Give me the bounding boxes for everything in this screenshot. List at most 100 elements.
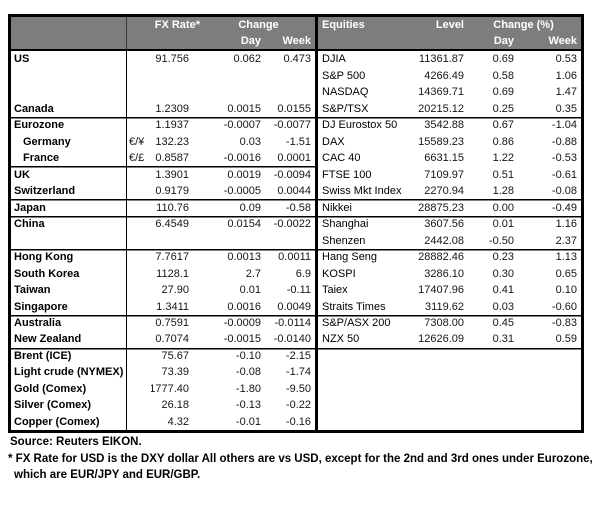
eq-cell-label: DJIA [322, 53, 346, 66]
fx-cell-rate: 1.2309 [155, 102, 189, 115]
fx-table-row: Australia 0.7591 -0.0009 -0.0114 [11, 314, 315, 332]
market-summary-table: FX Rate* Change Day Week US 91.756 0.062 0.… [8, 14, 584, 433]
fx-cell-day [191, 232, 263, 248]
fx-cell-label: Japan [11, 199, 127, 216]
eq-cell-level: 28882.46 [418, 251, 464, 264]
eq-table-row [318, 397, 581, 413]
fx-table-row: France €/£ 0.8587 -0.0016 0.0001 [11, 149, 315, 167]
fx-cell-week [263, 67, 315, 83]
eq-cell-label: FTSE 100 [322, 168, 372, 181]
fx-cell-label [11, 232, 127, 249]
fx-cell-rate: 6.4549 [155, 218, 189, 231]
eq-cell-week: 2.37 [555, 234, 577, 247]
eq-cell-week [516, 364, 581, 380]
equities-header: Equities Level Change (%) Day Week [318, 17, 581, 51]
eq-cell-label: S&P/ASX 200 [322, 316, 391, 329]
fx-table-row: US 91.756 0.062 0.473 [11, 51, 315, 68]
fx-table-row: South Korea 1128.1 2.7 6.9 [11, 265, 315, 282]
eq-table-row: Straits Times 3119.62 0.03 -0.60 [318, 298, 581, 314]
eq-cell-label [318, 381, 410, 397]
fx-cell-label: China [11, 215, 127, 233]
equities-section: Equities Level Change (%) Day Week DJIA 1… [318, 17, 581, 430]
eq-cell-level: 7109.97 [424, 168, 464, 181]
eq-cell-day: 0.41 [492, 284, 514, 297]
fx-cell-label: Germany [11, 133, 127, 150]
eq-cell-label: KOSPI [322, 267, 356, 280]
eq-cell-week [516, 414, 581, 430]
eq-table-row [318, 364, 581, 380]
eq-cell-level: 11361.87 [418, 53, 464, 66]
fx-cell-sym [127, 117, 151, 133]
eq-cell-week: 0.53 [555, 53, 577, 66]
fx-cell-day: -0.01 [235, 415, 261, 428]
eq-cell-label [318, 348, 410, 364]
eq-cell-week: -0.49 [551, 201, 577, 214]
eq-cell-level: 2442.08 [424, 234, 464, 247]
fx-cell-day: -1.80 [235, 382, 261, 395]
fx-cell-sym [127, 232, 151, 248]
eq-cell-level [410, 397, 466, 413]
fx-cell-sym [127, 331, 151, 347]
eq-cell-level [410, 364, 466, 380]
eq-cell-day: 0.67 [492, 119, 514, 132]
eq-cell-day: 1.22 [492, 152, 514, 165]
fx-cell-label: Eurozone [11, 116, 127, 134]
fx-header-row-1: FX Rate* Change [11, 17, 315, 33]
fx-cell-rate: 26.18 [161, 399, 189, 412]
eq-cell-day: -0.50 [488, 234, 514, 247]
fx-cell-day: -0.13 [235, 399, 261, 412]
fx-cell-sym [127, 216, 151, 232]
fx-cell-sym [127, 364, 151, 380]
eq-cell-level: 3286.10 [424, 267, 464, 280]
fx-rate-column-header: FX Rate* [154, 19, 200, 31]
eq-table-row: Taiex 17407.96 0.41 0.10 [318, 282, 581, 298]
fx-cell-day: -0.0007 [223, 119, 261, 132]
eq-cell-label: CAC 40 [322, 152, 361, 165]
fx-cell-rate: 27.90 [161, 284, 189, 297]
eq-table-row: Shenzen 2442.08 -0.50 2.37 [318, 232, 581, 248]
eq-cell-day: 0.25 [492, 102, 514, 115]
fx-cell-sym [127, 348, 151, 364]
eq-cell-week [516, 397, 581, 413]
fx-cell-day [191, 67, 263, 83]
eq-cell-level: 14369.71 [418, 86, 464, 99]
eq-cell-day: 0.23 [492, 251, 514, 264]
fx-cell-sym [127, 183, 151, 199]
equities-subheader-spacer [318, 33, 466, 49]
fx-table-row [11, 83, 315, 101]
eq-cell-day [466, 364, 516, 380]
eq-cell-label: NASDAQ [322, 86, 369, 99]
fx-cell-label [11, 67, 127, 84]
fx-cell-week: 0.0001 [277, 152, 311, 165]
eq-table-row [318, 348, 581, 364]
fx-cell-rate: 0.7074 [155, 333, 189, 346]
fx-change-column-header: Change [238, 19, 279, 31]
eq-cell-day: 0.86 [492, 135, 514, 148]
eq-table-row: Hang Seng 28882.46 0.23 1.13 [318, 249, 581, 265]
fx-cell-week [263, 232, 315, 248]
equities-week-column-header: Week [548, 35, 577, 47]
fx-cell-rate: 1128.1 [156, 267, 189, 280]
eq-cell-week [516, 348, 581, 364]
eq-cell-level: 4266.49 [424, 69, 464, 82]
fx-cell-day: -0.08 [235, 366, 261, 379]
fx-cell-day: 0.03 [239, 135, 261, 148]
fx-table-row: New Zealand 0.7074 -0.0015 -0.0140 [11, 331, 315, 348]
eq-cell-day: 0.00 [492, 201, 514, 214]
eq-table-row: Nikkei 28875.23 0.00 -0.49 [318, 199, 581, 215]
eq-cell-day: 0.03 [492, 300, 514, 313]
fx-day-column-header: Day [240, 35, 261, 47]
fx-cell-rate: 73.39 [161, 366, 189, 379]
fx-cell-rate [151, 84, 191, 100]
eq-cell-week: 1.47 [555, 86, 577, 99]
fx-table-row: Hong Kong 7.7617 0.0013 0.0011 [11, 248, 315, 266]
eq-cell-day [466, 414, 516, 430]
fx-table-row: Germany €/¥ 132.23 0.03 -1.51 [11, 133, 315, 150]
fx-cell-label: Switzerland [11, 182, 127, 200]
fx-cell-day: -0.0005 [223, 185, 261, 198]
eq-cell-week: 0.65 [555, 267, 577, 280]
fx-table-row: China 6.4549 0.0154 -0.0022 [11, 215, 315, 233]
eq-cell-week [516, 381, 581, 397]
fx-cell-label: Silver (Comex) [11, 397, 127, 414]
eq-cell-day: 0.01 [492, 218, 514, 231]
